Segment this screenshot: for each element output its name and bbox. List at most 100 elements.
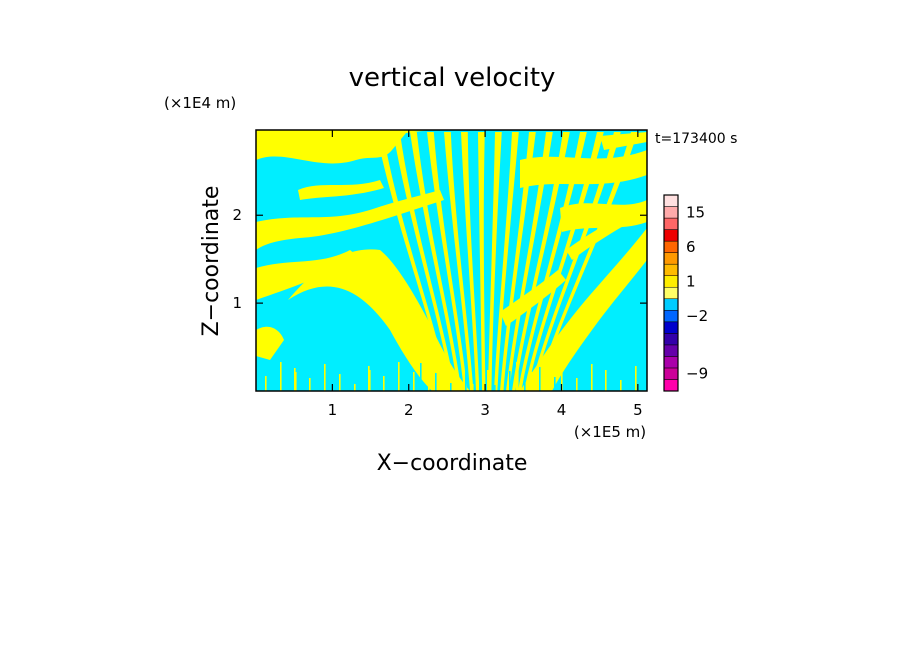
- ground-speckle-11: [280, 362, 282, 391]
- chart-title: vertical velocity: [349, 63, 556, 93]
- ground-speckle-48: [494, 385, 496, 391]
- y-axis-ticks: 12: [232, 206, 647, 312]
- ground-speckle-55: [368, 366, 370, 391]
- ground-speckle-38: [509, 371, 511, 391]
- time-label: t=173400 s: [655, 131, 737, 147]
- central-band-5: [461, 132, 480, 391]
- ground-speckle-4: [406, 381, 408, 391]
- ground-speckle-23: [339, 374, 341, 391]
- central-band-0: [376, 132, 450, 391]
- colorbar-level-0: [663, 379, 679, 392]
- ground-speckle-21: [265, 376, 267, 391]
- ground-speckle-22: [302, 363, 304, 391]
- ground-speckle-44: [346, 365, 348, 391]
- velocity-field: [256, 130, 647, 391]
- ground-speckle-10: [628, 375, 630, 391]
- positive-region-8: [256, 326, 284, 360]
- colorbar-label-1: 6: [686, 238, 696, 256]
- ground-speckle-9: [591, 364, 593, 391]
- positive-region-0: [256, 130, 430, 164]
- ground-speckle-39: [546, 382, 548, 391]
- central-band-10: [506, 132, 553, 391]
- colorbar-level-15: [663, 206, 679, 219]
- positive-region-7: [288, 249, 470, 391]
- ground-speckle-26: [450, 383, 452, 391]
- colorbar-label-0: 15: [686, 203, 705, 221]
- ground-speckle-58: [479, 375, 481, 391]
- colorbar-label-3: −2: [686, 307, 708, 325]
- colorbar-label-4: −9: [686, 365, 708, 383]
- ground-speckle-15: [428, 382, 430, 391]
- ground-speckle-5: [443, 368, 445, 391]
- central-band-12: [518, 132, 587, 391]
- central-band-7: [488, 132, 502, 391]
- ground-speckle-36: [435, 373, 437, 391]
- ground-speckle-37: [472, 384, 474, 391]
- colorbar-level-10: [663, 263, 679, 276]
- x-tick-label-0: 1: [328, 401, 338, 419]
- central-band-2: [410, 132, 462, 391]
- x-tick-label-2: 3: [480, 401, 490, 419]
- ground-speckle-52: [642, 381, 644, 391]
- ground-speckle-8: [554, 377, 556, 391]
- ground-speckle-19: [576, 378, 578, 391]
- central-band-1: [393, 132, 456, 391]
- positive-region-4: [520, 150, 647, 188]
- ground-speckle-17: [502, 380, 504, 391]
- ground-speckle-57: [442, 364, 444, 391]
- colorbar-level-8: [663, 286, 679, 300]
- colorbar-level-16: [663, 194, 679, 207]
- ground-speckle-18: [539, 367, 541, 391]
- positive-region-3: [298, 180, 384, 200]
- colorbar-level-13: [663, 229, 679, 242]
- central-band-4: [444, 132, 474, 391]
- x-axis-ticks: 1 2 3 4 5: [328, 130, 643, 419]
- central-band-14: [530, 132, 621, 391]
- colorbar-level-11: [663, 252, 679, 265]
- x-axis-label: X−coordinate: [377, 451, 528, 476]
- colorbar-level-9: [663, 275, 679, 288]
- ground-speckle-14: [391, 371, 393, 391]
- colorbar-level-3: [663, 344, 679, 357]
- ground-speckle-31: [635, 366, 637, 391]
- central-band-3: [427, 132, 468, 391]
- ground-speckle-27: [487, 370, 489, 391]
- ground-speckle-40: [583, 369, 585, 391]
- ground-speckle-45: [383, 376, 385, 391]
- ground-speckle-41: [620, 380, 622, 391]
- y-tick-label-1: 2: [232, 206, 242, 224]
- colorbar-level-7: [663, 298, 679, 311]
- ground-speckle-24: [376, 385, 378, 391]
- ground-speckle-34: [361, 375, 363, 391]
- ground-speckle-49: [531, 372, 533, 391]
- ground-speckle-50: [568, 383, 570, 391]
- colorbar-level-4: [663, 333, 679, 346]
- ground-speckle-7: [517, 366, 519, 391]
- ground-speckle-53: [294, 368, 296, 391]
- central-band-9: [500, 132, 536, 391]
- central-band-11: [512, 132, 570, 391]
- central-band-8: [494, 132, 519, 391]
- x-tick-label-1: 2: [404, 401, 414, 419]
- ground-speckle-1: [295, 372, 297, 391]
- x-tick-label-4: 5: [633, 401, 643, 419]
- ground-speckle-46: [420, 363, 422, 391]
- colorbar-level-12: [663, 240, 679, 253]
- central-band-6: [478, 132, 486, 391]
- ground-speckle-16: [465, 369, 467, 391]
- ground-speckle-47: [457, 374, 459, 391]
- ground-speckle-33: [324, 364, 326, 391]
- ground-speckle-43: [309, 378, 311, 391]
- ground-speckle-12: [317, 373, 319, 391]
- ground-speckle-42: [272, 367, 274, 391]
- ground-speckle-13: [354, 384, 356, 391]
- y-tick-label-0: 1: [232, 294, 242, 312]
- colorbar-label-2: 1: [686, 272, 696, 290]
- ground-speckle-6: [480, 379, 482, 391]
- ground-speckle-30: [598, 379, 600, 391]
- ground-speckle-51: [605, 370, 607, 391]
- colorbar: 15 6 1 −2 −9: [663, 194, 708, 392]
- colorbar-level-1: [663, 367, 679, 380]
- ground-speckle-35: [398, 362, 400, 391]
